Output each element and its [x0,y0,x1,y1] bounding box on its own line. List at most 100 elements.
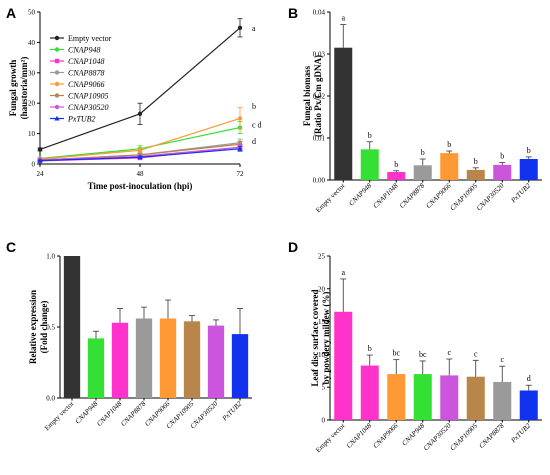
panel-d-significance-cnap1048: b [368,344,372,353]
panel-d-y-tick-label: 20 [318,285,326,293]
legend-label-cnap1048: CNAP1048 [68,57,104,66]
panel-d-significance-empty-vector: a [341,268,345,277]
panel-b-bar-cnap8878 [413,165,432,180]
panel-a-y-axis-title-line: (haustoria/mm²) [19,57,29,120]
legend-marker-cnap9066 [54,81,60,87]
panel-d-significance-cnap10905: c [474,349,478,358]
legend-marker-cnap8878 [54,70,60,75]
panel-a-y-tick-label: 40 [28,39,36,47]
panel-d-y-tick-label: 25 [318,253,326,261]
panel-d-significance-cnap948: bc [419,350,427,359]
panel-b-y-tick-label: 0.04 [313,9,326,17]
panel-d-bar-cnap1048 [360,365,379,420]
panel-c-category-label-pxtub2: PxTUB2 [220,399,244,423]
panel-a-x-tick-label: 48 [137,170,145,178]
panel-c-bar-cnap30520 [207,325,225,398]
panel-b-y-tick-label: 0.01 [313,135,326,143]
panel-b-bar-cnap30520 [493,164,512,180]
panel-c-y-axis-title-line: Relative expression [28,290,38,364]
significance-label: c d [252,120,262,129]
panel-b-significance-cnap9066: b [447,140,451,149]
panel-letter-b: B [288,5,298,21]
data-point-empty-vector [37,147,43,152]
panel-b-y-tick-label: 0.03 [313,51,326,59]
panel-a-y-axis-title-line: Fungal growth [8,60,18,117]
panel-a-x-tick-label: 24 [37,170,45,178]
panel-c-y-tick-label: 1.0 [46,253,55,261]
legend-marker-cnap1048 [54,58,60,64]
panel-d-bar-chart: 0 5 10 15 20 25 Leaf disc surface coveredby po… [310,253,542,454]
panel-b-significance-pxtub2: b [527,146,531,155]
panel-d-bar-cnap8878 [493,381,512,420]
panel-b-category-label-cnap8878: CNAP8878 [398,181,427,210]
panel-b-category-label-pxtub2: PxTUB2 [509,181,533,205]
panel-d-significance-cnap9066: bc [392,349,400,358]
panel-a-x-tick-label: 72 [237,170,245,178]
panel-b-category-label-cnap948: CNAP948 [347,181,373,207]
panel-b-bar-cnap1048 [387,172,406,180]
data-point-cnap9066 [237,116,243,121]
panel-d-category-label-pxtub2: PxTUB2 [509,421,533,445]
panel-a-y-tick-label: 30 [28,69,36,77]
panel-d-bar-pxtub2 [519,390,538,420]
panel-b-bar-cnap9066 [440,153,459,180]
panel-d-bar-cnap9066 [387,374,406,420]
panel-d-y-axis-title-line: by powdery mildew (%) [321,292,331,385]
panel-b-y-axis-title-line: Fungal biomass [302,65,312,126]
panel-letter-d: D [288,239,298,255]
panel-d-category-label-cnap1048: CNAP1048 [345,421,374,450]
panel-c-bar-empty-vector [63,256,81,398]
panel-b-significance-empty-vector: a [341,14,345,23]
panel-c-bar-cnap9066 [159,318,177,398]
panel-a-y-tick-label: 0 [32,161,36,169]
panel-a-line-chart: 0 10 20 30 40 50 Fungal growth(haustoria/mm²) 2… [8,9,262,192]
panel-d-y-tick-label: 10 [318,351,326,359]
panel-d-y-axis-title: Leaf disc surface coveredby powdery mild… [310,289,331,386]
panel-letter-c: C [6,239,16,255]
panel-b-y-tick-label: 0.02 [313,93,326,101]
legend-marker-empty-vector [54,35,60,41]
panel-a-y-tick-label: 50 [28,9,36,17]
panel-b-bar-pxtub2 [519,159,538,180]
panel-d-category-label-empty-vector: Empty vector [314,421,347,454]
panel-d-significance-cnap30520: c [447,348,451,357]
panel-c-category-label-empty-vector: Empty vector [43,399,76,432]
panel-c-bar-pxtub2 [231,334,249,398]
data-point-pxtub2 [237,146,243,151]
legend-marker-cnap948 [54,47,60,52]
legend-label-cnap9066: CNAP9066 [68,80,104,89]
panel-d-bar-empty-vector [334,311,353,420]
panel-d-bar-cnap948 [413,374,432,420]
panel-b-significance-cnap948: b [368,131,372,140]
panel-b-y-axis-title-line: (Ratio Px/Cm gDNA) [313,55,323,137]
panel-letter-a: A [6,5,16,21]
panel-c-y-axis-title: Relative expression(Fold change) [28,290,49,364]
panel-c-y-axis-title-line: (Fold change) [39,301,49,354]
panel-d-y-tick-label: 5 [322,384,326,392]
panel-d-y-axis-title-line: Leaf disc surface covered [310,289,320,386]
panel-d-category-label-cnap9066: CNAP9066 [371,421,400,450]
legend-label-cnap10905: CNAP10905 [68,92,108,101]
panel-c-bar-chart: 0.0 0.5 1.0 Relative expression(Fold change… [28,253,252,432]
panel-b-significance-cnap30520: b [500,151,504,160]
panel-d-y-tick-label: 15 [318,318,326,326]
panel-c-y-tick-label: 0.5 [46,324,55,332]
panel-d-significance-pxtub2: d [527,374,531,383]
significance-label: a [252,24,256,33]
panel-d-bar-cnap30520 [440,375,459,420]
panel-c-bar-cnap948 [87,338,105,398]
panel-b-y-axis-title: Fungal biomass(Ratio Px/Cm gDNA) [302,55,323,137]
panel-d-bar-cnap10905 [466,376,485,420]
panel-c-bar-cnap1048 [111,322,129,398]
panel-d-category-label-cnap10905: CNAP10905 [448,421,479,452]
panel-a-y-tick-label: 10 [28,130,36,138]
significance-label: b [252,102,256,111]
panel-d-significance-cnap8878: c [500,355,504,364]
panel-b-bar-empty-vector [334,47,353,181]
data-point-cnap9066 [137,148,143,153]
legend-label-cnap8878: CNAP8878 [68,69,104,78]
data-point-empty-vector [137,111,143,117]
panel-a-y-axis-title: Fungal growth(haustoria/mm²) [8,57,29,120]
panel-b-significance-cnap8878: b [421,148,425,157]
